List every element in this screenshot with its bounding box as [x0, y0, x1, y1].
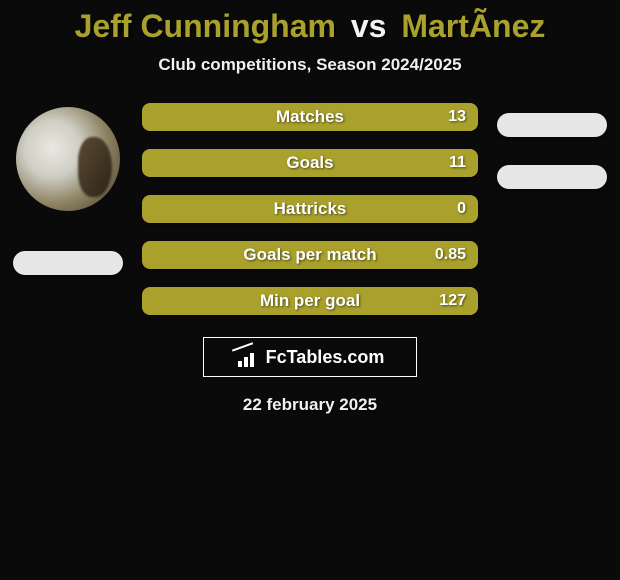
stat-row-min-per-goal: Min per goal 127 [142, 287, 478, 315]
stat-label: Min per goal [260, 291, 360, 311]
site-logo[interactable]: FcTables.com [203, 337, 417, 377]
bar-chart-icon [236, 347, 260, 367]
title-player1: Jeff Cunningham [75, 8, 336, 44]
player1-column [8, 103, 128, 275]
stat-label: Hattricks [274, 199, 347, 219]
player2-pill-2 [497, 165, 607, 189]
main-row: Matches 13 Goals 11 Hattricks 0 Goals pe… [0, 103, 620, 315]
title-vs: vs [351, 8, 387, 44]
stat-value: 13 [448, 108, 466, 126]
stat-row-matches: Matches 13 [142, 103, 478, 131]
player1-name-pill [13, 251, 123, 275]
site-logo-text: FcTables.com [266, 347, 385, 368]
title-player2: MartÃ­nez [401, 8, 545, 44]
stat-label: Goals per match [243, 245, 376, 265]
stat-value: 11 [449, 154, 466, 172]
page-title: Jeff Cunningham vs MartÃ­nez [0, 8, 620, 45]
stat-label: Goals [286, 153, 333, 173]
stat-label: Matches [276, 107, 344, 127]
player1-avatar [16, 107, 120, 211]
subtitle: Club competitions, Season 2024/2025 [0, 55, 620, 75]
stats-list: Matches 13 Goals 11 Hattricks 0 Goals pe… [128, 103, 492, 315]
footer-date: 22 february 2025 [0, 395, 620, 415]
stat-value: 0 [457, 200, 466, 218]
stat-row-hattricks: Hattricks 0 [142, 195, 478, 223]
stat-row-goals-per-match: Goals per match 0.85 [142, 241, 478, 269]
comparison-card: Jeff Cunningham vs MartÃ­nez Club compet… [0, 0, 620, 415]
stat-value: 127 [439, 292, 466, 310]
player2-pill-1 [497, 113, 607, 137]
stat-row-goals: Goals 11 [142, 149, 478, 177]
player2-column [492, 103, 612, 189]
stat-value: 0.85 [435, 246, 466, 264]
